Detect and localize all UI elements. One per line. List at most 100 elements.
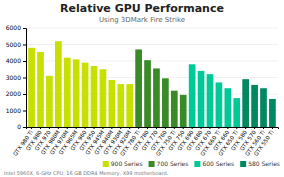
legend-label: 600 Series (202, 160, 234, 167)
bar (144, 60, 151, 127)
bar (198, 71, 205, 127)
x-tick-mark (201, 127, 202, 129)
bar (153, 68, 160, 127)
bar (269, 99, 276, 127)
bar (216, 82, 223, 127)
bar (233, 98, 240, 127)
x-tick: GTX 550 Ti (253, 127, 275, 157)
x-tick-mark (40, 127, 41, 129)
title: Relative GPU Performance (60, 2, 224, 15)
footer-note: Intel 5960X, 6-GHz CPU, 16 GB DDR4 Memor… (4, 170, 169, 177)
y-axis: 0100020003000400050006000 (6, 24, 27, 130)
x-tick-mark (58, 127, 59, 129)
legend-swatch (240, 161, 246, 167)
plot: 0100020003000400050006000GTX 980 TiGTX 9… (6, 24, 279, 157)
y-tick: 1000 (6, 107, 26, 114)
x-tick-mark (102, 127, 103, 129)
x-tick-mark (147, 127, 148, 129)
bar (37, 52, 44, 127)
bar (242, 79, 249, 127)
legend-label: 700 Series (157, 160, 189, 167)
grid-line (26, 77, 278, 78)
y-tick-mark (23, 111, 26, 112)
bar (117, 84, 124, 127)
x-tick-mark (272, 127, 273, 129)
y-tick: 4000 (6, 57, 26, 64)
bar (91, 66, 98, 127)
grid-line (26, 28, 278, 29)
legend-label: 580 Series (248, 160, 280, 167)
chart: Relative GPU PerformanceUsing 3DMark Fir… (0, 0, 284, 177)
x-tick-mark (49, 127, 50, 129)
x-tick-mark (67, 127, 68, 129)
bar (109, 80, 116, 127)
y-tick-label: 1000 (6, 107, 21, 114)
x-tick-label: GTX 550 Ti (253, 129, 275, 157)
x-tick-mark (254, 127, 255, 129)
y-tick-label: 6000 (6, 24, 21, 31)
x-tick-mark (174, 127, 175, 129)
y-axis-domain (23, 29, 27, 128)
x-axis: GTX 980 TiGTX 980GTX 970GTX 980MGTX 970M… (12, 127, 279, 157)
bar (126, 84, 133, 127)
legend-item: 580 Series (240, 160, 280, 167)
x-tick-mark (76, 127, 77, 129)
legend: 900 Series 700 Series 600 Series 580 Series (103, 160, 280, 167)
bar (73, 59, 80, 127)
bar (64, 58, 71, 127)
x-tick-mark (156, 127, 157, 129)
y-tick: 2000 (6, 90, 26, 97)
y-tick-mark (23, 78, 26, 79)
x-tick-mark (111, 127, 112, 129)
y-tick-mark (23, 28, 26, 29)
x-tick-mark (165, 127, 166, 129)
x-tick-mark (183, 127, 184, 129)
legend-label: 900 Series (111, 160, 143, 167)
grid-line (26, 94, 278, 95)
x-tick-mark (94, 127, 95, 129)
bar (55, 41, 62, 127)
x-tick-mark (245, 127, 246, 129)
subtitle: Using 3DMark Fire Strike (99, 16, 185, 24)
bar (180, 95, 187, 127)
x-tick-mark (263, 127, 264, 129)
bars (28, 41, 276, 127)
bar (207, 74, 214, 127)
x-tick-mark (31, 127, 32, 129)
bar (260, 88, 267, 127)
y-tick-mark (23, 127, 26, 128)
bar (189, 64, 196, 127)
grid-line (26, 110, 278, 111)
y-tick-label: 0 (17, 123, 21, 130)
grid-line (26, 44, 278, 45)
grid-line (26, 61, 278, 62)
bar (251, 85, 258, 127)
x-tick-mark (85, 127, 86, 129)
bar (46, 76, 53, 127)
y-tick-label: 3000 (6, 74, 21, 81)
x-tick-mark (120, 127, 121, 129)
x-axis-domain (27, 128, 279, 130)
bar (224, 88, 231, 127)
x-tick-mark (227, 127, 228, 129)
x-tick-mark (209, 127, 210, 129)
y-tick: 6000 (6, 24, 26, 31)
y-tick: 3000 (6, 74, 26, 81)
y-tick-mark (23, 94, 26, 95)
legend-item: 900 Series (103, 160, 143, 167)
legend-swatch (103, 161, 109, 167)
legend-item: 700 Series (149, 160, 189, 167)
y-tick-label: 4000 (6, 57, 21, 64)
x-tick-mark (192, 127, 193, 129)
x-tick-mark (236, 127, 237, 129)
y-tick: 0 (17, 123, 26, 130)
y-tick-mark (23, 45, 26, 46)
bar (162, 78, 169, 127)
bar (171, 91, 178, 127)
y-tick-label: 2000 (6, 90, 21, 97)
legend-swatch (194, 161, 200, 167)
bar (100, 69, 107, 127)
legend-swatch (149, 161, 155, 167)
x-tick-mark (129, 127, 130, 129)
bar (135, 49, 142, 127)
